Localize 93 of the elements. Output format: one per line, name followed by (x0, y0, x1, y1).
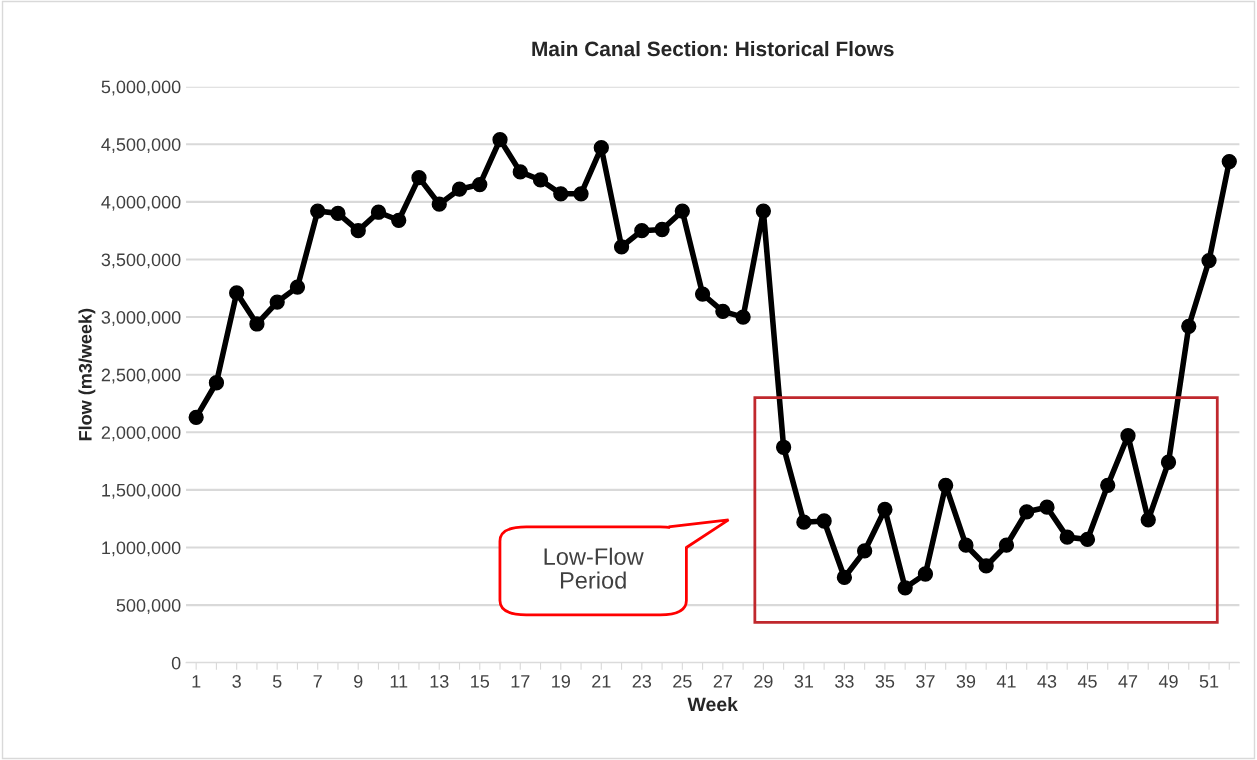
x-tick-label: 21 (592, 675, 611, 688)
point (350, 223, 366, 239)
x-tick-label: 23 (632, 675, 652, 688)
point (330, 205, 346, 222)
y-tick-label: 1,000,000 (102, 541, 181, 557)
y-tick-label: 0 (171, 656, 181, 670)
point (917, 566, 934, 582)
x-tick-label: 7 (313, 675, 322, 688)
point (188, 409, 204, 425)
y-tick-label: 2,000,000 (101, 426, 181, 442)
y-tick-label: 3,500,000 (101, 253, 181, 269)
point (735, 309, 751, 325)
x-tick-label: 15 (471, 675, 490, 688)
x-tick-label: 45 (1077, 675, 1097, 688)
x-tick-label: 3 (232, 675, 241, 688)
point (836, 569, 853, 586)
point (1079, 531, 1096, 548)
x-tick-label: 31 (794, 675, 814, 688)
point (613, 239, 630, 255)
x-tick-label: 47 (1118, 675, 1138, 688)
point (411, 170, 427, 186)
x-tick-label: 29 (754, 675, 773, 688)
x-tick-label: 27 (713, 675, 732, 688)
x-tick-label: 37 (916, 675, 935, 688)
point (208, 375, 225, 391)
x-tick-label: 49 (1158, 675, 1178, 688)
x-axis-title: Week (687, 696, 738, 712)
point (755, 203, 772, 219)
chart-title: Main Canal Section: Historical Flows (532, 40, 894, 57)
point (654, 221, 670, 238)
x-tick-label: 5 (272, 675, 282, 688)
y-tick-label: 2,500,000 (101, 368, 181, 384)
point (431, 196, 447, 212)
x-tick-label: 41 (996, 675, 1016, 688)
point (249, 316, 265, 332)
x-tick-label: 9 (354, 675, 363, 688)
point (1221, 153, 1237, 170)
point (816, 513, 832, 529)
point (289, 279, 306, 295)
point (775, 439, 792, 455)
y-tick-label: 3,000,000 (101, 311, 181, 326)
point (1181, 318, 1197, 334)
point (715, 303, 731, 319)
point (573, 186, 589, 202)
point (229, 285, 245, 301)
point (593, 140, 609, 156)
x-tick-label: 51 (1199, 675, 1219, 688)
y-tick-label: 500,000 (116, 599, 181, 614)
point (492, 131, 508, 148)
point (1160, 454, 1177, 470)
point (1039, 499, 1055, 515)
x-tick-label: 25 (673, 675, 692, 688)
point (391, 212, 407, 228)
point (1100, 477, 1116, 493)
point (512, 164, 528, 180)
point (958, 537, 974, 553)
point (269, 294, 285, 310)
y-tick-label: 4,500,000 (101, 138, 181, 154)
x-tick-label: 35 (875, 675, 895, 688)
x-tick-label: 33 (835, 675, 854, 688)
point (451, 181, 468, 197)
point (998, 537, 1015, 553)
point (796, 514, 812, 530)
point (857, 543, 873, 559)
point (877, 501, 893, 518)
y-tick-label: 1,500,000 (102, 483, 181, 499)
point (1201, 252, 1217, 269)
point (1120, 428, 1136, 444)
point (1059, 529, 1075, 545)
point (310, 203, 326, 219)
point (532, 172, 549, 188)
point (472, 176, 488, 193)
point (1140, 512, 1156, 528)
y-axis-title: Flow (m3/week) (78, 308, 96, 441)
point (674, 203, 690, 219)
point (370, 204, 387, 220)
x-tick-label: 43 (1037, 675, 1057, 688)
point (634, 223, 650, 239)
y-tick-label: 4,000,000 (101, 195, 181, 211)
point (897, 580, 913, 596)
annotation: Low-Flow Period (544, 547, 644, 589)
point (978, 558, 994, 574)
x-tick-label: 11 (390, 675, 408, 688)
x-tick-label: 17 (511, 675, 530, 688)
x-tick-label: 39 (956, 675, 976, 688)
point (694, 286, 711, 302)
x-tick-label: 19 (552, 675, 570, 688)
point (1019, 504, 1035, 520)
point (553, 186, 569, 202)
y-tick-label: 5,000,000 (101, 80, 181, 96)
x-tick-label: 13 (430, 675, 449, 688)
point (938, 477, 954, 493)
x-tick-label: 1 (192, 675, 201, 688)
